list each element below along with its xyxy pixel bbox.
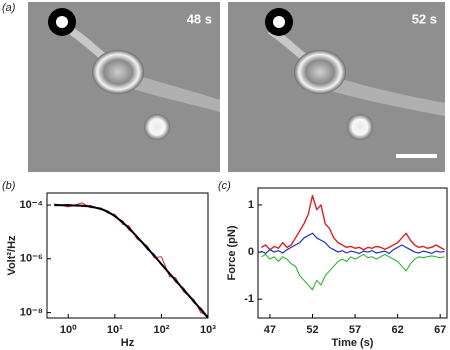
data-line xyxy=(54,204,208,318)
x-tick-label: 10⁰ xyxy=(60,324,77,336)
y-axis-label: Volt²/Hz xyxy=(6,235,18,276)
data-line xyxy=(261,232,445,255)
y-tick-label: 10⁻⁴ xyxy=(20,199,43,211)
x-tick-label: 67 xyxy=(434,324,446,336)
plot-lines xyxy=(54,202,208,318)
data-line xyxy=(54,202,208,317)
x-tick-label: 10¹ xyxy=(107,324,123,336)
plot-area xyxy=(47,193,208,318)
y-tick-label: 10⁻⁸ xyxy=(20,307,43,319)
plot-lines xyxy=(261,194,445,291)
panel-label: (c) xyxy=(218,180,231,192)
image-label: 52 s xyxy=(412,11,437,26)
x-tick-label: 10³ xyxy=(200,324,216,336)
image-label: 48 s xyxy=(187,11,212,26)
plot-area xyxy=(258,188,447,318)
x-axis-label: Hz xyxy=(121,337,135,349)
x-tick-label: 57 xyxy=(349,324,361,336)
y-tick-label: -1 xyxy=(244,293,254,305)
y-axis-label: Force (pN) xyxy=(226,225,238,280)
plot-frame xyxy=(257,187,448,319)
data-line xyxy=(261,253,445,291)
panel-label: (a) xyxy=(2,2,16,14)
x-tick-label: 62 xyxy=(391,324,403,336)
data-line xyxy=(261,194,445,251)
micrograph xyxy=(28,2,220,172)
y-tick-label: 10⁻⁶ xyxy=(20,253,43,265)
y-tick-label: 1 xyxy=(248,199,254,211)
x-tick-label: 10² xyxy=(153,324,169,336)
x-tick-label: 52 xyxy=(306,324,318,336)
x-tick-label: 47 xyxy=(264,324,276,336)
micrograph xyxy=(228,2,445,172)
y-tick-label: 0 xyxy=(248,246,254,258)
panel-label: (b) xyxy=(2,180,16,192)
plot-frame xyxy=(46,192,209,319)
x-axis-label: Time (s) xyxy=(332,337,374,349)
